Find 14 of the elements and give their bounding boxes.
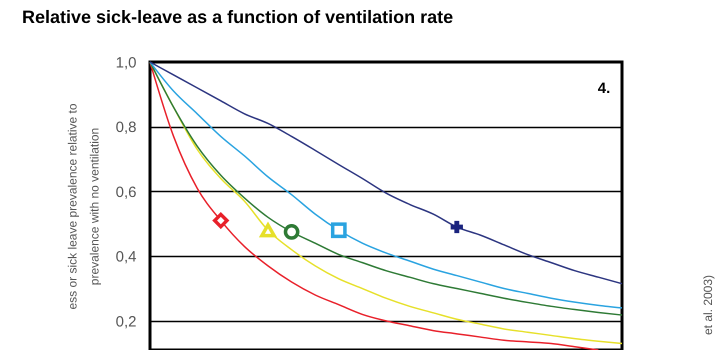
- y-tick-label: 0,8: [116, 119, 136, 136]
- point: [450, 220, 463, 234]
- text: et al. 2003): [701, 274, 715, 336]
- annotation: 4.: [598, 80, 610, 97]
- chart-title: Relative sick-leave as a function of ventilation rate: [22, 7, 454, 27]
- y-axis-title: ess or sick leave prevalence relative to prevalence with no ventilation: [66, 103, 102, 310]
- point: [260, 223, 276, 238]
- point: [330, 222, 347, 238]
- point: [212, 212, 229, 228]
- y-tick-label: 0,6: [116, 184, 136, 201]
- y-tick-label: 0,2: [116, 313, 136, 330]
- y-tick-label: 1,0: [116, 54, 136, 72]
- point: [284, 224, 300, 240]
- y-tick-label: 0,4: [116, 248, 136, 266]
